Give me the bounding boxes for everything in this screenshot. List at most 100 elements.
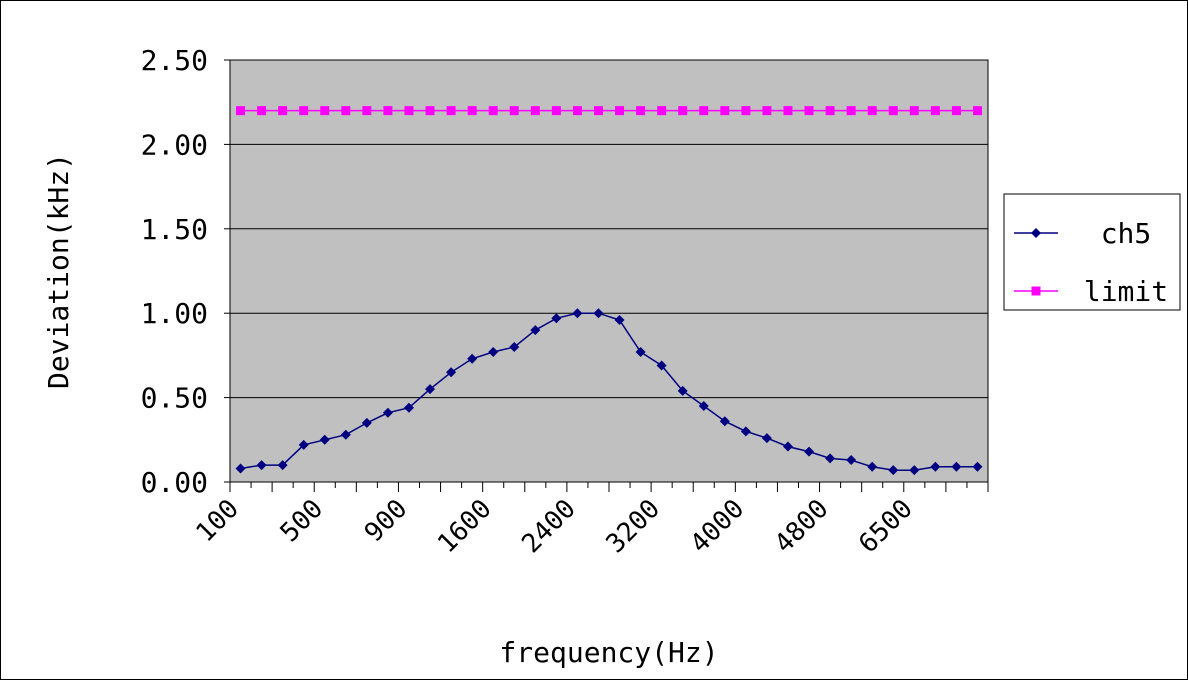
data-point xyxy=(657,106,667,116)
data-point xyxy=(362,106,372,116)
data-point xyxy=(677,385,688,396)
data-point xyxy=(888,106,898,116)
data-point xyxy=(699,106,709,116)
data-point xyxy=(951,106,961,116)
data-point xyxy=(593,106,603,116)
legend-label-ch5: ch5 xyxy=(1101,217,1152,250)
data-point xyxy=(930,461,941,472)
data-point xyxy=(825,453,836,464)
data-point xyxy=(846,455,857,466)
data-point xyxy=(846,106,856,116)
data-point xyxy=(320,106,330,116)
data-point xyxy=(298,439,309,450)
plot-area xyxy=(229,59,989,483)
data-point xyxy=(741,106,751,116)
y-tick-label: 2.50 xyxy=(141,44,208,77)
data-point xyxy=(467,106,477,116)
x-tick-label: 1600 xyxy=(432,494,497,559)
x-axis-title: frequency(Hz) xyxy=(499,636,718,669)
x-tick-label: 2400 xyxy=(516,494,581,559)
data-point xyxy=(361,417,372,428)
data-point xyxy=(446,106,456,116)
data-point xyxy=(382,407,393,418)
data-point xyxy=(867,461,878,472)
data-point xyxy=(488,106,498,116)
data-point xyxy=(341,106,351,116)
data-point xyxy=(509,106,519,116)
legend-label-limit: limit xyxy=(1084,275,1168,308)
data-point xyxy=(551,106,561,116)
data-point xyxy=(804,446,815,457)
data-point xyxy=(404,106,414,116)
y-tick-label: 2.00 xyxy=(141,128,208,161)
y-axis: 0.00 0.50 1.00 1.50 2.00 2.50 xyxy=(141,44,230,499)
data-point xyxy=(509,341,520,352)
data-point xyxy=(572,106,582,116)
data-point xyxy=(488,347,499,358)
x-tick-label: 4000 xyxy=(685,494,750,559)
data-point xyxy=(698,401,709,412)
data-point xyxy=(636,106,646,116)
data-point xyxy=(425,106,435,116)
data-point xyxy=(593,308,604,319)
y-tick-label: 1.00 xyxy=(141,297,208,330)
data-point xyxy=(782,441,793,452)
x-tick-label: 500 xyxy=(275,494,329,548)
data-point xyxy=(761,433,772,444)
x-tick-label: 3200 xyxy=(601,494,666,559)
data-point xyxy=(319,434,330,445)
data-point xyxy=(235,463,246,474)
data-point xyxy=(909,106,919,116)
data-point xyxy=(340,429,351,440)
data-point xyxy=(467,353,478,364)
data-point xyxy=(530,325,541,336)
data-point xyxy=(403,402,414,413)
data-point xyxy=(804,106,814,116)
x-tick-label: 900 xyxy=(359,494,413,548)
data-point xyxy=(299,106,309,116)
data-point xyxy=(951,461,962,472)
series-limit xyxy=(236,106,982,116)
data-point xyxy=(530,106,540,116)
gridlines xyxy=(230,143,988,399)
series-layer xyxy=(235,106,983,476)
data-point xyxy=(277,460,288,471)
y-tick-label: 1.50 xyxy=(141,213,208,246)
x-tick-label: 100 xyxy=(191,494,245,548)
x-axis: 100 500 900 1600 2400 3200 4000 4800 6500 xyxy=(191,481,989,559)
data-point xyxy=(740,426,751,437)
data-point xyxy=(656,360,667,371)
legend-marker-limit xyxy=(1031,286,1041,296)
data-point xyxy=(762,106,772,116)
data-point xyxy=(236,106,246,116)
data-point xyxy=(257,106,267,116)
data-point xyxy=(635,347,646,358)
data-point xyxy=(783,106,793,116)
data-point xyxy=(278,106,288,116)
legend: ch5 limit xyxy=(1003,193,1181,311)
data-point xyxy=(678,106,688,116)
data-point xyxy=(888,465,899,476)
y-axis-title: Deviation(kHz) xyxy=(42,153,75,389)
data-point xyxy=(615,106,625,116)
data-point xyxy=(614,314,625,325)
data-point xyxy=(256,460,267,471)
y-tick-label: 0.00 xyxy=(141,466,208,499)
data-point xyxy=(972,106,982,116)
data-point xyxy=(972,461,983,472)
x-tick-label: 4800 xyxy=(769,494,834,559)
data-point xyxy=(825,106,835,116)
data-point xyxy=(425,384,436,395)
data-point xyxy=(719,416,730,427)
series-ch5 xyxy=(235,308,983,476)
data-point xyxy=(446,367,457,378)
legend-marker-ch5 xyxy=(1031,228,1041,238)
data-point xyxy=(909,465,920,476)
data-point xyxy=(930,106,940,116)
x-tick-label: 6500 xyxy=(853,494,918,559)
data-point xyxy=(867,106,877,116)
data-point xyxy=(551,313,562,324)
y-tick-label: 0.50 xyxy=(141,382,208,415)
data-point xyxy=(572,308,583,319)
